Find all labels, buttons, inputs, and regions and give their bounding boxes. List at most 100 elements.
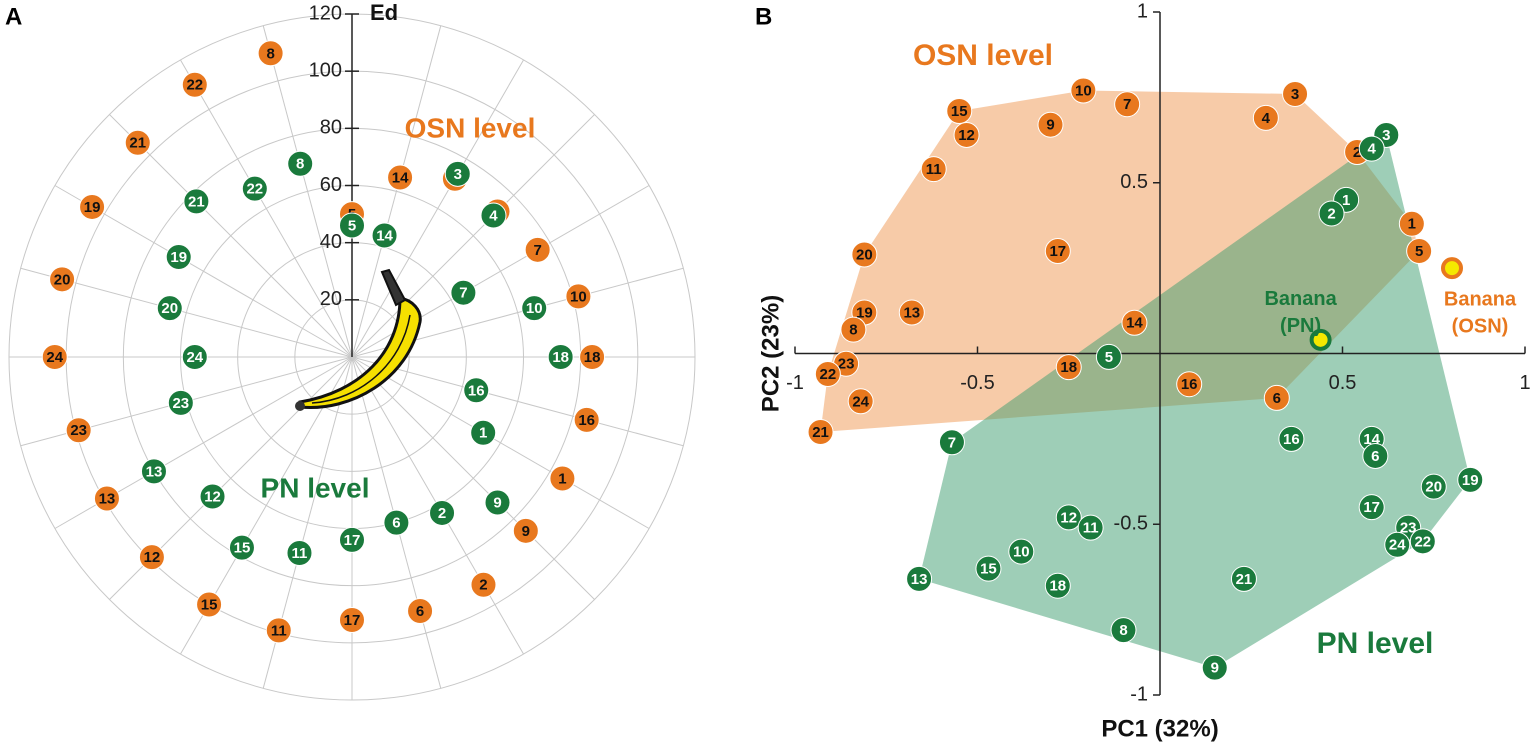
point xyxy=(1044,238,1071,265)
point xyxy=(851,241,878,268)
point-label: 21 xyxy=(129,135,146,152)
point-label: 9 xyxy=(1211,660,1219,677)
point xyxy=(407,598,434,625)
point xyxy=(1110,617,1137,644)
point xyxy=(140,458,167,485)
point xyxy=(196,591,223,618)
r-axis-label: Ed xyxy=(370,0,398,25)
banana-label: (OSN) xyxy=(1452,315,1509,337)
point xyxy=(1008,538,1035,565)
banana-stem xyxy=(380,268,407,307)
point xyxy=(1384,531,1411,558)
point xyxy=(257,40,284,67)
x-tick-label: 0.5 xyxy=(1329,372,1357,394)
point xyxy=(383,509,410,536)
y-tick-label: 0.5 xyxy=(1120,171,1148,193)
point-label: 16 xyxy=(578,412,595,429)
banana-tip xyxy=(295,401,305,411)
point-label: 7 xyxy=(459,285,467,302)
point xyxy=(371,222,398,249)
r-tick-label: 40 xyxy=(320,231,342,253)
point-label: 21 xyxy=(188,193,205,210)
banana-label: Banana xyxy=(1264,288,1337,310)
point-label: 9 xyxy=(522,523,530,540)
point-label: 19 xyxy=(856,304,873,321)
point xyxy=(1070,77,1097,104)
point xyxy=(241,175,268,202)
point-label: 3 xyxy=(454,166,462,183)
point xyxy=(387,164,414,191)
point-label: 14 xyxy=(1126,315,1143,332)
point-label: 24 xyxy=(1389,537,1406,554)
point-label: 20 xyxy=(1425,479,1442,496)
point xyxy=(156,295,183,322)
panel-label: A xyxy=(5,3,22,30)
point-label: 15 xyxy=(951,103,968,120)
point xyxy=(1201,654,1228,681)
point-label: 18 xyxy=(1060,359,1077,376)
point xyxy=(946,98,973,125)
y-axis-label: PC2 (23%) xyxy=(757,295,784,412)
point xyxy=(93,485,120,512)
point xyxy=(579,344,606,370)
banana-label: Banana xyxy=(1444,288,1517,310)
point xyxy=(524,236,551,263)
point-label: 20 xyxy=(161,300,178,317)
point xyxy=(1037,111,1064,138)
point-label: 20 xyxy=(856,246,873,263)
point xyxy=(181,71,208,98)
point xyxy=(1358,494,1385,521)
point xyxy=(1095,343,1122,370)
point-label: 13 xyxy=(99,490,116,507)
grid-spoke xyxy=(54,185,353,358)
x-tick-label: -0.5 xyxy=(960,372,994,394)
point-label: 16 xyxy=(1283,431,1300,448)
banana-stripe xyxy=(311,314,411,404)
point xyxy=(549,465,576,492)
series-label: OSN level xyxy=(913,39,1053,72)
panel-label: B xyxy=(755,3,772,30)
point-label: 19 xyxy=(170,249,187,266)
series-label: PN level xyxy=(1317,627,1434,660)
point xyxy=(1230,565,1257,592)
point xyxy=(484,489,511,516)
grid-spoke xyxy=(351,114,595,358)
point-label: 14 xyxy=(376,227,393,244)
point-label: 17 xyxy=(344,532,361,549)
point xyxy=(1278,425,1305,452)
point xyxy=(1055,504,1082,531)
point-label: 21 xyxy=(1236,571,1253,588)
point xyxy=(1263,384,1290,411)
point-label: 16 xyxy=(468,382,485,399)
point xyxy=(65,417,92,444)
point xyxy=(1457,466,1484,493)
grid-spoke xyxy=(351,25,442,358)
point xyxy=(228,534,255,561)
point xyxy=(1044,572,1071,599)
point-label: 12 xyxy=(958,127,975,144)
point-label: 7 xyxy=(1123,96,1131,113)
point xyxy=(953,121,980,148)
series-label: PN level xyxy=(261,472,370,503)
point xyxy=(79,193,106,220)
point-label: 18 xyxy=(1049,578,1066,595)
point xyxy=(1055,354,1082,381)
r-tick-label: 20 xyxy=(320,288,342,310)
point-label: 1 xyxy=(558,470,566,487)
point xyxy=(183,188,210,215)
point-label: 9 xyxy=(1046,117,1054,134)
point-label: 14 xyxy=(392,170,409,187)
point-label: 24 xyxy=(186,349,203,366)
r-tick-label: 80 xyxy=(320,117,342,139)
grid-spoke xyxy=(351,356,684,447)
banana-point xyxy=(1441,257,1463,280)
point xyxy=(1409,528,1436,555)
point-label: 23 xyxy=(838,356,855,373)
grid-spoke xyxy=(262,25,353,358)
point xyxy=(1114,91,1141,118)
point-label: 20 xyxy=(54,271,71,288)
point-label: 5 xyxy=(1105,349,1113,366)
point xyxy=(1176,371,1203,398)
banana-point xyxy=(1309,328,1332,351)
